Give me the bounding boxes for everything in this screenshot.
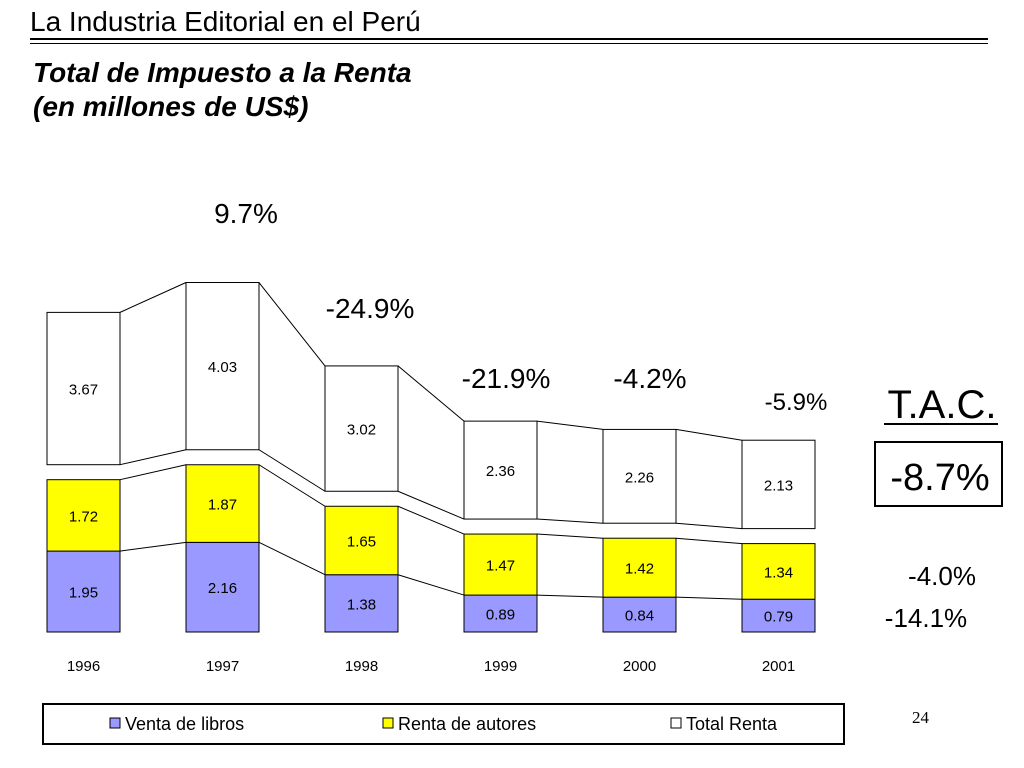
legend-box: [42, 703, 845, 745]
connector-line: [258, 449, 326, 492]
page-number: 24: [912, 708, 929, 727]
bar-renta-autores: [324, 505, 399, 576]
data-label: 1.34: [764, 564, 793, 581]
growth-rate-label: 9.7%: [214, 198, 278, 229]
data-label: 0.79: [764, 609, 793, 626]
tac-venta-libros-rate: -14.1%: [885, 603, 967, 633]
tac-renta-autores-rate: -4.0%: [908, 561, 976, 591]
data-label: 3.02: [347, 422, 376, 439]
connector-line: [536, 518, 604, 524]
legend-label: Venta de libros: [125, 714, 244, 734]
connector-line: [258, 464, 326, 507]
bar-total-renta: [46, 311, 121, 466]
growth-rate-label: -5.9%: [765, 389, 828, 416]
bar-total-renta: [324, 365, 399, 492]
data-label: 2.13: [764, 477, 793, 494]
bar-venta-libros: [741, 598, 816, 633]
chart-subtitle: Total de Impuesto a la Renta (en millone…: [33, 56, 412, 124]
tac-label: T.A.C.: [888, 383, 997, 427]
bar-venta-libros: [324, 574, 399, 633]
legend-swatch: [670, 717, 682, 729]
bar-renta-autores: [602, 537, 677, 598]
data-label: 1.95: [69, 585, 98, 602]
legend-swatch: [382, 717, 394, 729]
x-tick-label: 1998: [345, 658, 378, 675]
subtitle-line-1: Total de Impuesto a la Renta: [33, 57, 412, 88]
connector-line: [675, 537, 743, 545]
x-tick-label: 1996: [67, 658, 100, 675]
data-label: 3.67: [69, 382, 98, 399]
bar-renta-autores: [741, 543, 816, 600]
data-label: 1.47: [486, 558, 515, 575]
bar-venta-libros: [46, 550, 121, 633]
x-tick-label: 1997: [206, 658, 239, 675]
growth-rate-label: -4.2%: [613, 363, 686, 394]
data-label: 2.26: [625, 469, 654, 486]
tac-total-rate: -8.7%: [890, 457, 989, 499]
data-label: 4.03: [208, 359, 237, 376]
connector-line: [397, 365, 465, 422]
connector-line: [675, 596, 743, 600]
bar-total-renta: [602, 428, 677, 524]
data-label: 1.65: [347, 533, 376, 550]
bar-renta-autores: [185, 464, 260, 543]
data-label: 0.84: [625, 608, 654, 625]
connector-line: [397, 505, 465, 535]
connector-line: [397, 490, 465, 520]
data-label: 1.38: [347, 596, 376, 613]
header-rule-thin: [30, 43, 988, 44]
x-tick-label: 2001: [762, 658, 795, 675]
bar-venta-libros: [185, 541, 260, 633]
data-label: 1.87: [208, 497, 237, 514]
bar-venta-libros: [602, 596, 677, 633]
connector-line: [536, 594, 604, 598]
connector-line: [119, 541, 187, 552]
legend-label: Renta de autores: [398, 714, 536, 734]
connector-line: [397, 574, 465, 596]
data-label: 0.89: [486, 607, 515, 624]
bar-total-renta: [741, 439, 816, 530]
data-label: 2.36: [486, 463, 515, 480]
connector-line: [536, 420, 604, 430]
header-title: La Industria Editorial en el Perú: [30, 6, 421, 37]
legend-label: Total Renta: [686, 714, 778, 734]
connector-line: [258, 541, 326, 576]
subtitle-line-2: (en millones de US$): [33, 91, 309, 122]
growth-rate-label: -21.9%: [462, 363, 551, 394]
connector-line: [119, 449, 187, 466]
data-label: 1.42: [625, 561, 654, 578]
connector-line: [119, 282, 187, 313]
x-tick-label: 1999: [484, 658, 517, 675]
data-label: 2.16: [208, 580, 237, 597]
bar-venta-libros: [463, 594, 538, 633]
tac-rate-box: [874, 441, 1003, 507]
connector-line: [536, 533, 604, 539]
bar-renta-autores: [463, 533, 538, 596]
x-tick-label: 2000: [623, 658, 656, 675]
legend-swatch: [109, 717, 121, 729]
connector-line: [675, 428, 743, 441]
bar-total-renta: [185, 282, 260, 451]
connector-line: [258, 282, 326, 367]
data-label: 1.72: [69, 508, 98, 525]
connector-line: [675, 522, 743, 530]
growth-rate-label: -24.9%: [326, 293, 415, 324]
connector-line: [119, 464, 187, 481]
header-rule: [30, 38, 988, 40]
bar-total-renta: [463, 420, 538, 520]
bar-renta-autores: [46, 479, 121, 552]
